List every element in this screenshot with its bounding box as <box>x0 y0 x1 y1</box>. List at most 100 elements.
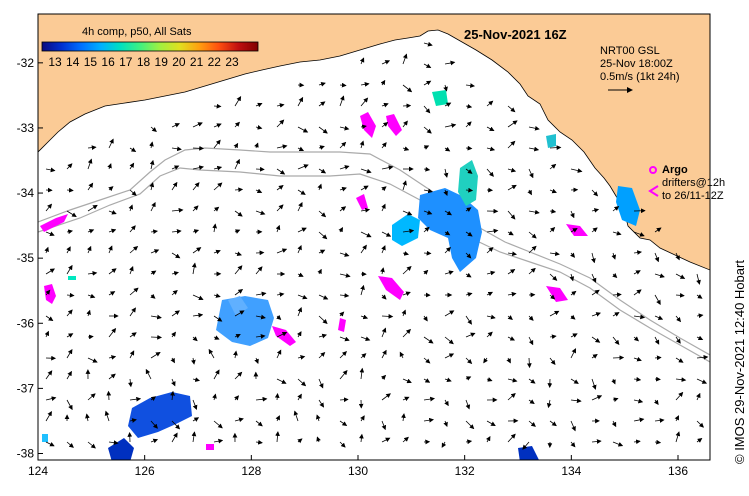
current-vector <box>108 291 116 296</box>
current-vector <box>318 231 328 240</box>
current-vector <box>297 294 308 300</box>
current-vector <box>402 228 415 234</box>
map-date-title: 25-Nov-2021 16Z <box>464 27 567 42</box>
current-vector <box>45 268 55 275</box>
current-vector <box>591 252 596 264</box>
current-vector <box>212 393 217 401</box>
sst-patches <box>42 90 640 460</box>
current-vector <box>654 439 662 445</box>
colorbar-gradient <box>41 41 259 52</box>
current-vector <box>339 206 347 212</box>
y-tick-label: -38 <box>17 446 35 460</box>
current-vector <box>633 250 642 255</box>
current-vector <box>401 309 407 317</box>
current-vector <box>128 204 134 212</box>
x-tick-label: 132 <box>455 464 475 478</box>
colorbar-title: 4h comp, p50, All Sats <box>82 26 192 38</box>
current-vector <box>234 371 243 380</box>
current-vector <box>654 336 660 345</box>
current-vector <box>108 440 119 445</box>
current-vector <box>654 273 665 278</box>
current-vector <box>485 436 491 443</box>
current-vector <box>612 355 625 361</box>
current-vector <box>360 185 369 191</box>
current-vector <box>171 271 179 276</box>
current-vector <box>444 60 456 66</box>
current-vector <box>171 310 180 317</box>
legend-time: 25-Nov 18:00Z <box>600 58 673 70</box>
current-vector <box>234 187 244 193</box>
current-vector <box>339 311 345 317</box>
current-vector <box>87 270 98 276</box>
current-vector <box>150 396 157 402</box>
current-vector <box>633 356 642 362</box>
current-vector <box>149 182 155 191</box>
current-vector <box>570 252 576 258</box>
current-vector <box>507 230 514 236</box>
current-vector <box>443 84 448 92</box>
current-vector <box>150 201 156 212</box>
current-vector <box>171 331 176 338</box>
current-vector <box>486 270 496 276</box>
current-vector <box>192 312 204 318</box>
current-vector <box>191 262 197 275</box>
y-tick-label: -35 <box>17 251 35 265</box>
current-vector <box>570 348 576 359</box>
current-vector <box>402 396 410 402</box>
current-vector <box>171 165 180 170</box>
current-vector <box>570 441 576 448</box>
current-vector <box>213 420 223 429</box>
current-vector <box>570 290 577 296</box>
colorbar-tick-label: 20 <box>172 55 186 69</box>
current-vector <box>150 249 160 254</box>
current-vector <box>465 168 473 174</box>
current-vector <box>192 247 202 254</box>
current-vector <box>675 357 684 363</box>
current-vector <box>276 103 285 108</box>
x-tick-label: 126 <box>135 464 155 478</box>
current-vector <box>528 336 534 346</box>
current-vector <box>465 231 473 237</box>
current-vector <box>318 101 326 107</box>
current-vector <box>423 269 429 275</box>
current-vector <box>696 294 703 299</box>
current-vector <box>297 96 304 107</box>
current-vector <box>675 391 684 401</box>
current-vector <box>297 201 303 212</box>
current-vector <box>276 168 286 175</box>
current-vector <box>465 376 472 381</box>
current-vector <box>192 377 200 382</box>
current-vector <box>381 349 387 359</box>
current-vector <box>654 315 664 320</box>
current-vector <box>486 228 499 234</box>
current-vector <box>465 121 472 128</box>
y-tick-label: -36 <box>17 316 35 330</box>
current-vector <box>171 123 180 128</box>
current-vector <box>633 398 644 404</box>
current-vector <box>465 83 475 88</box>
current-vector <box>399 351 405 359</box>
current-vector <box>297 393 302 401</box>
y-tick-label: -33 <box>17 121 35 135</box>
current-vector <box>423 41 433 47</box>
current-vector <box>45 203 53 212</box>
current-vector <box>171 432 178 443</box>
current-vector <box>591 189 599 197</box>
legend-drifters: drifters@12h <box>662 177 725 189</box>
current-vector <box>696 378 708 384</box>
current-vector <box>233 142 239 149</box>
current-vector <box>549 334 557 340</box>
current-vector <box>234 334 241 339</box>
current-vector <box>276 349 282 359</box>
current-vector <box>402 84 413 93</box>
current-vector <box>128 378 133 388</box>
current-vector <box>486 314 496 320</box>
current-vector <box>66 210 77 218</box>
current-vector <box>129 332 137 338</box>
current-vector <box>360 244 367 254</box>
current-vector <box>297 307 303 317</box>
current-vector <box>213 139 221 149</box>
current-vector <box>192 294 204 301</box>
current-vector <box>129 225 136 233</box>
current-vector <box>255 210 266 216</box>
